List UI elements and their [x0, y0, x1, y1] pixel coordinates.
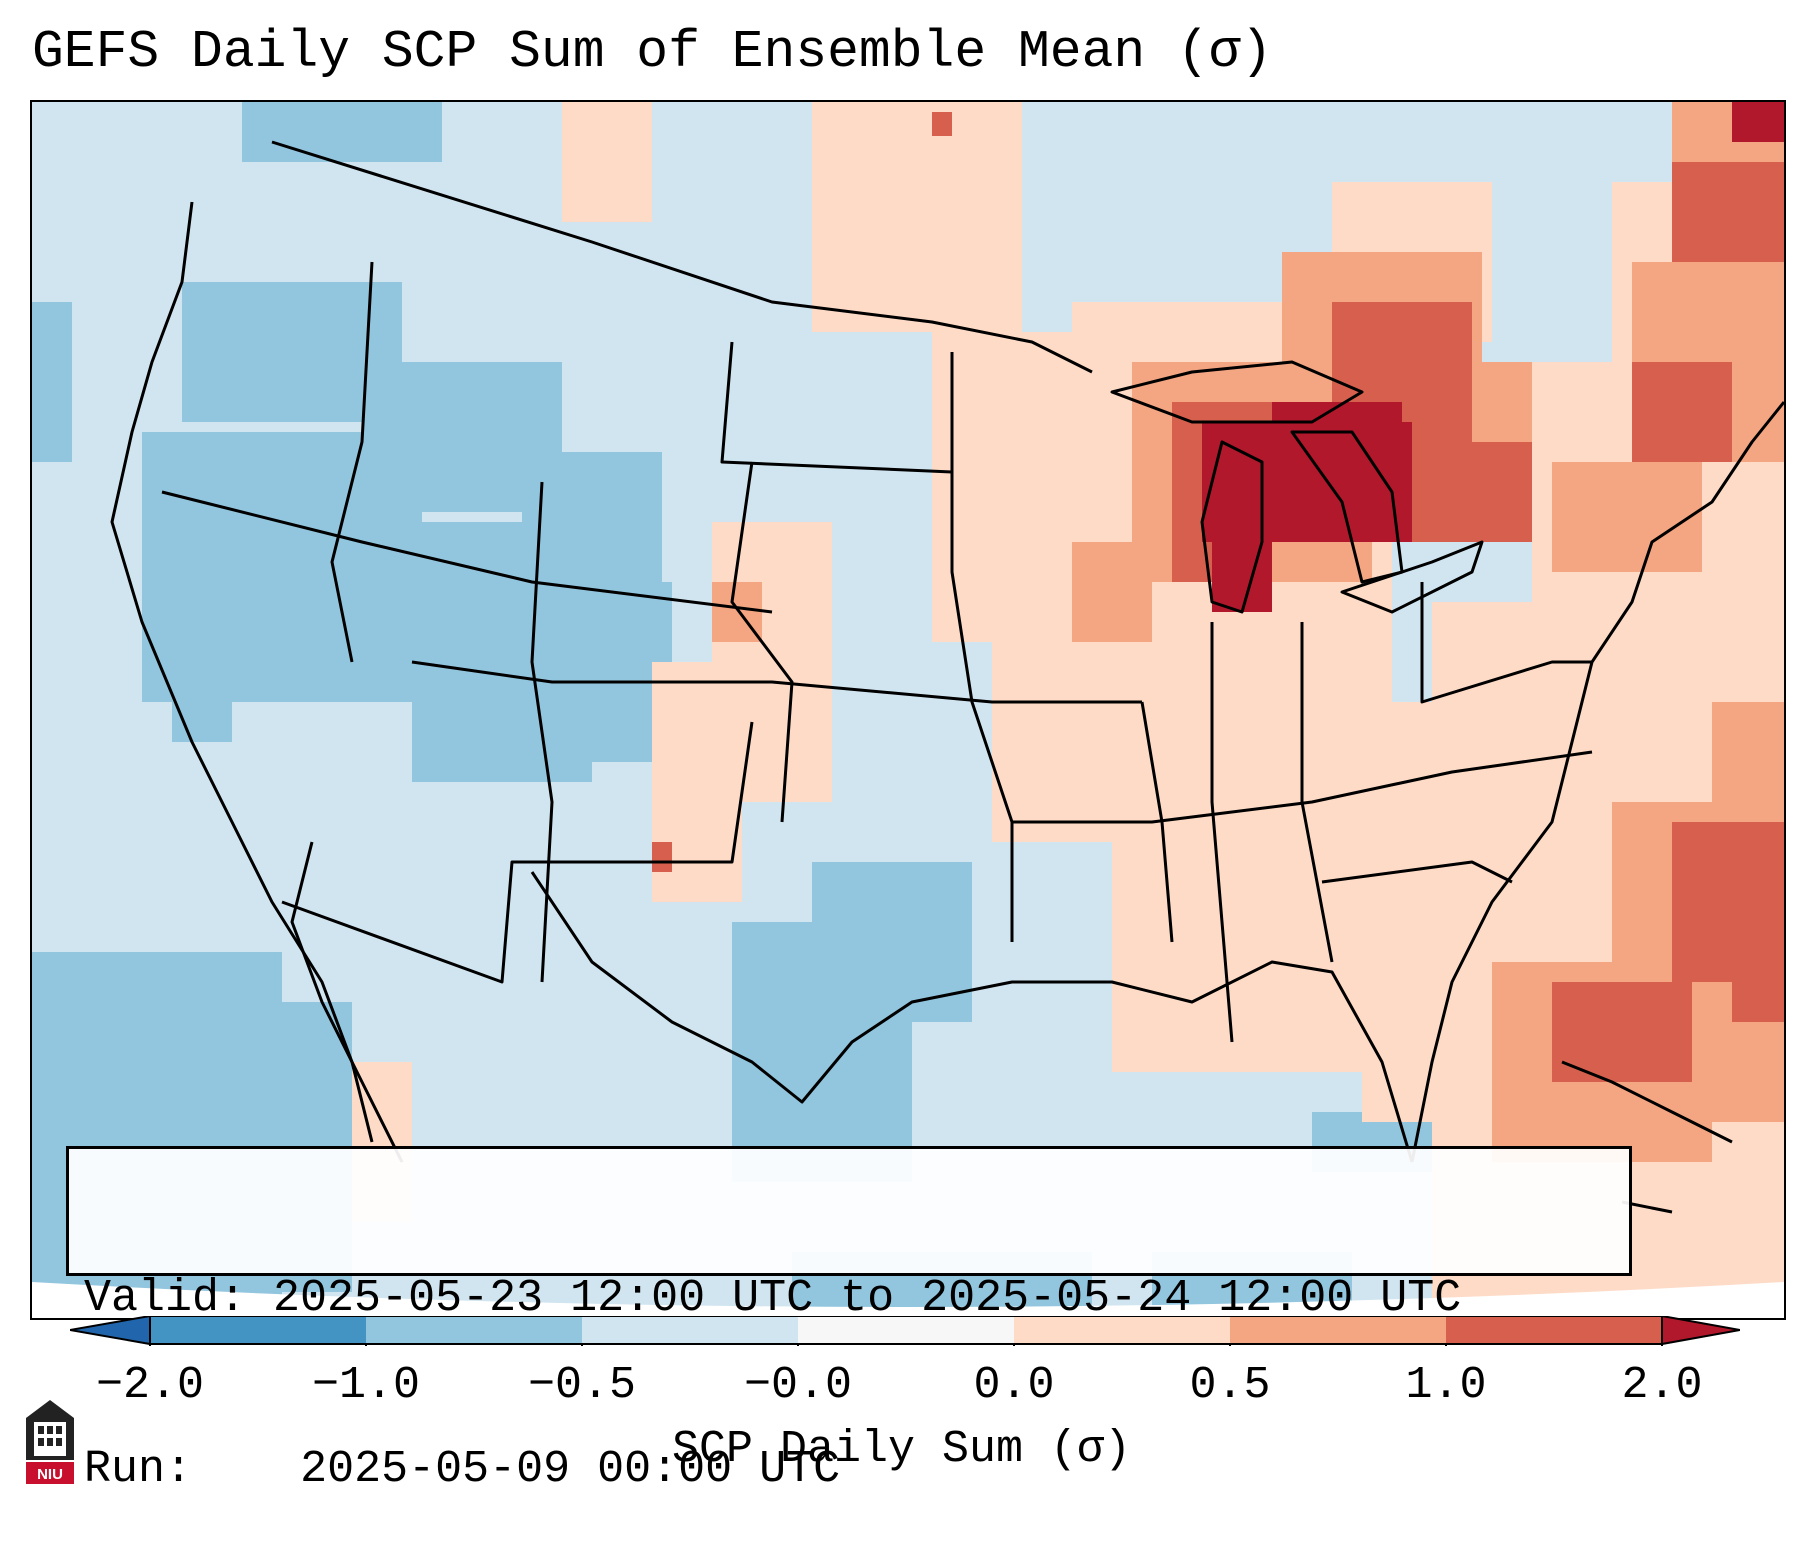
pacific-coastline [110, 201, 374, 1143]
lake-superior [1110, 360, 1364, 424]
colorbar-bin-3 [582, 1316, 798, 1344]
colorbar-label: SCP Daily Sum (σ) [671, 1424, 1132, 1475]
colorbar-frame [149, 1316, 1663, 1345]
lake-michigan [1200, 440, 1264, 614]
colorbar-tick-label: −1.0 [311, 1360, 421, 1411]
state-line-4 [281, 721, 754, 984]
state-line-11 [1420, 582, 1592, 704]
state-line-14 [1140, 701, 1174, 943]
state-line-7 [950, 352, 1014, 942]
baja-coast [290, 841, 404, 1163]
valid-run-info-box: Valid: 2025-05-23 12:00 UTC to 2025-05-2… [66, 1146, 1632, 1495]
colorbar [70, 1316, 1740, 1346]
colorbar-extend-low [70, 1316, 151, 1346]
run-row: Run: 2025-05-09 00:00 UTC [84, 1441, 1614, 1498]
colorbar-tick-label: 2.0 [1621, 1360, 1703, 1411]
map-title: GEFS Daily SCP Sum of Ensemble Mean (σ) [32, 22, 1273, 82]
boundaries [110, 140, 1784, 1163]
gulf-coastline [530, 871, 1414, 1163]
domain-edge [32, 1282, 1784, 1318]
canada-border [271, 140, 1093, 374]
colorbar-bin-2 [366, 1316, 582, 1344]
state-line-3 [411, 660, 1142, 704]
colorbar-tick-label: −0.0 [743, 1360, 853, 1411]
scp-map [30, 100, 1786, 1320]
lake-erie [1340, 540, 1484, 614]
state-line-2 [161, 490, 773, 614]
state-line-10 [1300, 622, 1334, 963]
state-line-13 [720, 341, 953, 474]
run-label: Run: [84, 1444, 193, 1495]
atlantic-coastline [1410, 401, 1784, 1163]
colorbar-tick-label: 0.0 [973, 1360, 1055, 1411]
state-line-8 [1012, 750, 1593, 824]
colorbar-bin-7 [1446, 1316, 1662, 1344]
colorbar-bin-4 [798, 1316, 1014, 1344]
colorbar-tick-label: −0.5 [527, 1360, 637, 1411]
colorbar-bin-6 [1230, 1316, 1446, 1344]
great-lakes-maximum [1202, 102, 1784, 612]
colorbar-bin-5 [1014, 1316, 1230, 1344]
run-value: 2025-05-09 00:00 UTC [300, 1444, 841, 1495]
colorbar-tick-label: −2.0 [95, 1360, 205, 1411]
colorbar-extend-high [1661, 1316, 1740, 1346]
svg-text:NIU: NIU [37, 1466, 63, 1483]
state-line-5 [730, 461, 794, 823]
colorbar-tick-label: 0.5 [1189, 1360, 1271, 1411]
colorbar-tick-label: 1.0 [1405, 1360, 1487, 1411]
state-line-6 [530, 481, 554, 983]
niu-logo: NIU [26, 1400, 74, 1484]
colorbar-bin-1 [150, 1316, 366, 1344]
state-line-1 [330, 261, 374, 663]
map-canvas [32, 102, 1784, 1318]
state-line-9 [1210, 622, 1234, 1043]
state-line-12 [1321, 860, 1513, 884]
